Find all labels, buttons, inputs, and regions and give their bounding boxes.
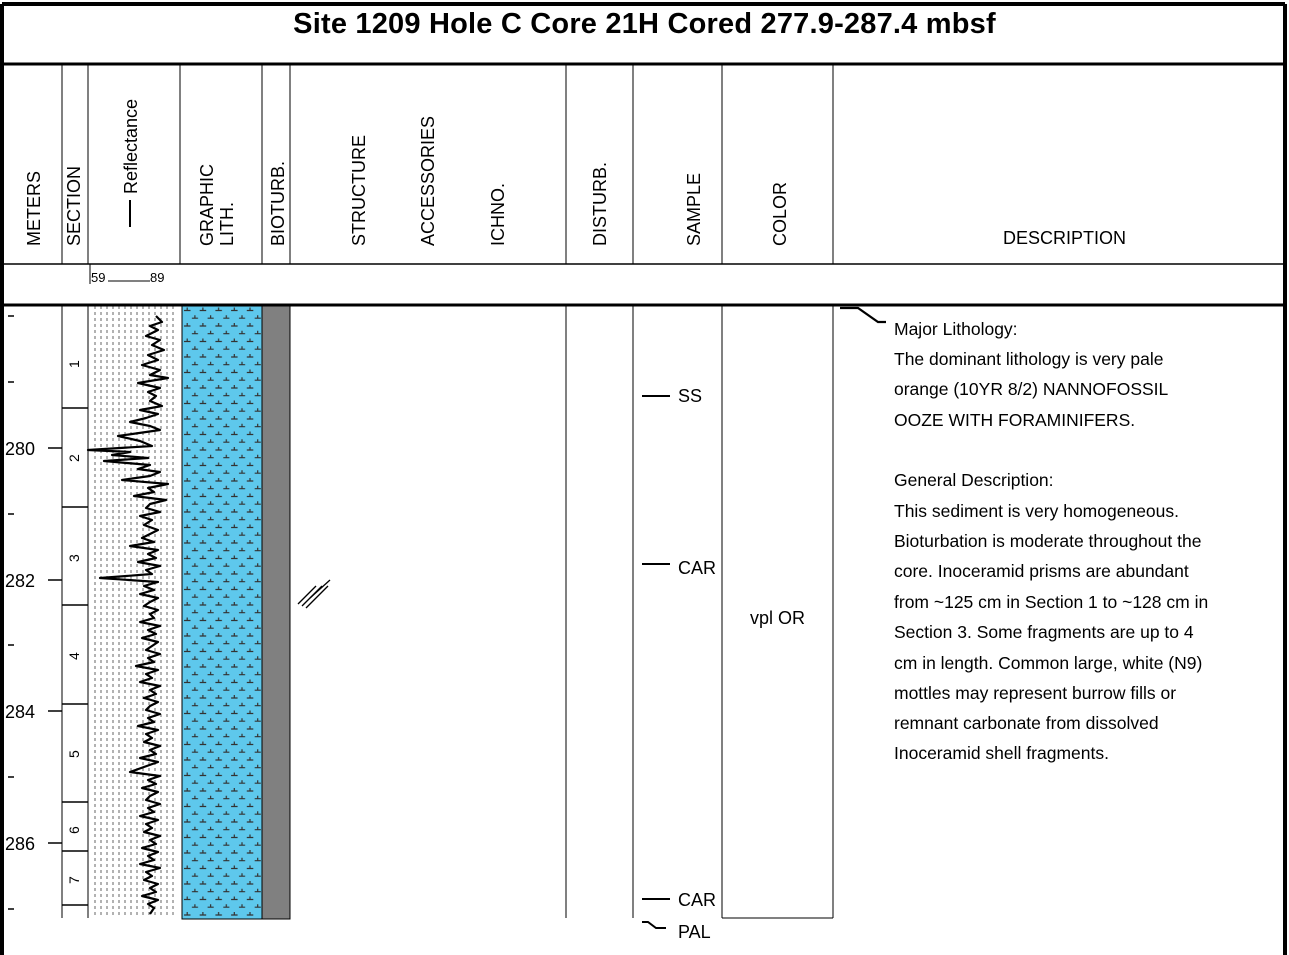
depth-label: 286: [5, 834, 36, 854]
major-lithology-heading: Major Lithology:: [894, 319, 1018, 339]
header-description: DESCRIPTION: [1003, 228, 1127, 248]
reflectance-scale-max: 89: [150, 270, 165, 285]
microfault-icon: [297, 579, 331, 609]
sample-label: SS: [678, 386, 703, 406]
sample-label: CAR: [678, 558, 717, 578]
reflectance-scale-min: 59: [91, 270, 106, 285]
description-line: orange (10YR 8/2) NANNOFOSSIL: [894, 379, 1169, 399]
depth-label: 280: [5, 439, 36, 459]
general-description-heading: General Description:: [894, 470, 1054, 490]
reflectance-curve: [86, 315, 170, 915]
description-line: mottles may represent burrow fills or: [894, 683, 1177, 703]
description-line: remnant carbonate from dissolved: [894, 713, 1159, 733]
bioturbation-column: [261, 305, 291, 920]
description-block: Major Lithology: The dominant lithology …: [880, 305, 1285, 825]
description-line: core. Inoceramid prisms are abundant: [894, 561, 1189, 581]
sample-label: PAL: [678, 922, 711, 942]
description-line: from ~125 cm in Section 1 to ~128 cm in: [894, 592, 1209, 612]
description-line: Section 3. Some fragments are up to 4: [894, 622, 1194, 642]
description-line: cm in length. Common large, white (N9): [894, 653, 1203, 673]
description-line: Inoceramid shell fragments.: [894, 743, 1109, 763]
sample-label: CAR: [678, 890, 717, 910]
graphic-lith-nannofossil-ooze: [181, 305, 263, 920]
depth-label: 282: [5, 571, 36, 591]
depth-label: 284: [5, 702, 36, 722]
description-line: The dominant lithology is very pale: [894, 349, 1164, 369]
color-value: vpl OR: [750, 608, 806, 628]
description-line: OOZE WITH FORAMINIFERS.: [894, 410, 1136, 430]
description-line: Bioturbation is moderate throughout the: [894, 531, 1202, 551]
core-title: Site 1209 Hole C Core 21H Cored 277.9-28…: [293, 8, 996, 40]
description-line: This sediment is very homogeneous.: [894, 501, 1179, 521]
